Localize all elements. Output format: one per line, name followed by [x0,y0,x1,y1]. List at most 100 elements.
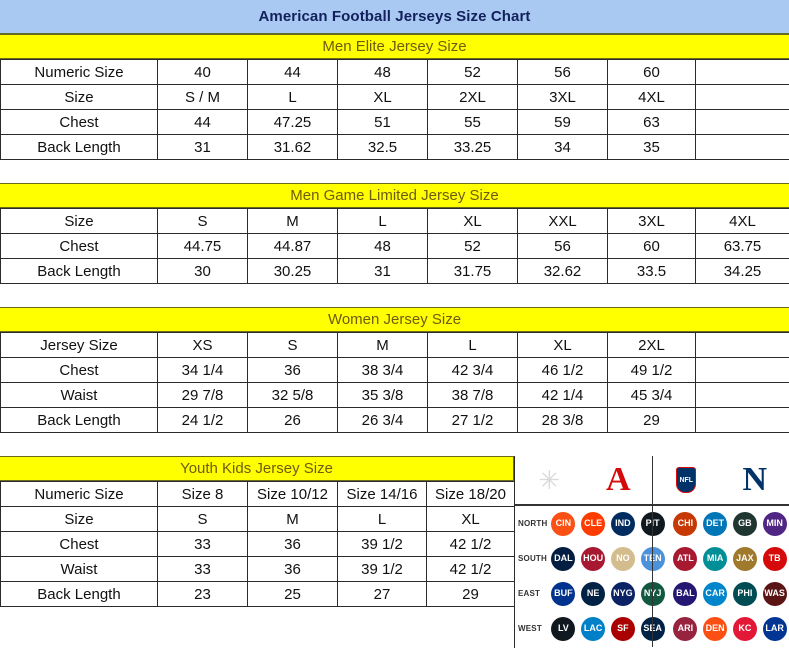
row-label: Jersey Size [0,332,158,358]
cell-value: 3XL [517,84,608,110]
team-logo-icon: MIN [762,511,787,536]
cell-value: 49 1/2 [607,357,696,383]
section-heading-men-elite: Men Elite Jersey Size [0,34,789,59]
row-label: Chest [0,233,158,259]
cell-value: 40 [157,59,248,85]
row-label: Back Length [0,134,158,160]
afc-logo-cell: A [584,463,653,497]
cell-value: 44 [157,109,248,135]
team-logo-icon: DEN [703,616,728,641]
cell-value: 32 5/8 [247,382,338,408]
cell-value: 26 3/4 [337,407,428,433]
cell-empty [695,407,789,433]
cell-value: 39 1/2 [337,531,427,557]
afc-team-logos: BUFNENYGNYJ [549,581,667,606]
table-row: Back Length 23 25 27 29 [0,581,515,607]
starburst-icon: ✳ [538,465,561,495]
nfl-shield-cell: NFL [652,467,721,493]
cell-value: XL [426,506,515,532]
cell-value: 63 [607,109,696,135]
cell-value: M [337,332,428,358]
table-row: Waist 33 36 39 1/2 42 1/2 [0,556,515,582]
cell-value: 3XL [607,208,696,234]
team-logo-icon: CHI [673,511,698,536]
cell-value: 24 1/2 [157,407,248,433]
conference-divider-lower [652,506,653,647]
division-row: WEST LVLACSFSEAARIDENKCLAR [515,611,789,646]
cell-value: 48 [337,233,428,259]
division-rows: NORTHCINCLEINDPITCHIDETGBMINSOUTHDALHOUN… [515,506,789,647]
team-logo-icon: LAR [762,616,787,641]
team-logo-icon: PHI [732,581,757,606]
team-logo-icon: MIA [703,546,728,571]
cell-value: 31 [337,258,428,284]
team-logo-icon: JAX [732,546,757,571]
cell-value: Size 8 [157,481,248,507]
nfl-shield-icon: NFL [676,467,697,493]
cell-value: 31.62 [247,134,338,160]
cell-value: 47.25 [247,109,338,135]
cell-value: 46 1/2 [517,357,608,383]
cell-value: 52 [427,59,518,85]
row-label: Chest [0,531,158,557]
cell-value: 42 1/2 [426,531,515,557]
cell-value: Size 18/20 [426,481,515,507]
table-row: Chest 33 36 39 1/2 42 1/2 [0,531,515,557]
cell-value: 60 [607,233,696,259]
cell-value: 56 [517,233,608,259]
starburst-cell: ✳ [515,467,584,493]
cell-value: 30.25 [247,258,338,284]
cell-empty [695,109,789,135]
team-logo-icon: SF [610,616,635,641]
cell-value: S [157,506,248,532]
table-row: Size S M L XL [0,506,515,532]
table-row: Chest 34 1/4 36 38 3/4 42 3/4 46 1/2 49 1/2 [0,357,789,383]
cell-value: 42 3/4 [427,357,518,383]
cell-value: L [337,506,427,532]
cell-value: M [247,506,338,532]
cell-empty [695,84,789,110]
team-logo-icon: LAC [581,616,606,641]
cell-value: 45 3/4 [607,382,696,408]
bottom-composite: Youth Kids Jersey Size Numeric Size Size 8… [0,456,789,648]
table-men-elite: Numeric Size 40 44 48 52 56 60 Size S / M L XL 2XL 3… [0,59,789,160]
cell-value: 36 [247,531,338,557]
team-logo-icon: NO [610,546,635,571]
cell-value: 29 [426,581,515,607]
table-row: Back Length 24 1/2 26 26 3/4 27 1/2 28 3/8 29 [0,407,789,433]
cell-value: 34 [517,134,608,160]
team-logo-icon: HOU [581,546,606,571]
cell-value: 27 1/2 [427,407,518,433]
cell-value: XXL [517,208,608,234]
cell-value: 2XL [607,332,696,358]
table-row: Size S / M L XL 2XL 3XL 4XL [0,84,789,110]
table-row: Jersey Size XS S M L XL 2XL [0,332,789,358]
team-logo-icon: NE [581,581,606,606]
cell-empty [695,357,789,383]
team-logo-icon: CAR [703,581,728,606]
cell-value: 32.62 [517,258,608,284]
cell-value: 33 [157,531,248,557]
cell-empty [695,382,789,408]
cell-value: 33.25 [427,134,518,160]
cell-value: 34.25 [695,258,789,284]
cell-value: 38 3/4 [337,357,428,383]
cell-empty [695,134,789,160]
cell-value: 59 [517,109,608,135]
team-logo-icon: DAL [551,546,576,571]
division-label: SOUTH [518,554,547,563]
cell-value: 32.5 [337,134,428,160]
table-women: Jersey Size XS S M L XL 2XL Chest 34 1/4 36 38 3/4… [0,332,789,433]
table-row: Numeric Size 40 44 48 52 56 60 [0,59,789,85]
cell-value: 27 [337,581,427,607]
cell-empty [695,59,789,85]
table-row: Back Length 31 31.62 32.5 33.25 34 35 [0,134,789,160]
cell-value: S [157,208,248,234]
cell-value: 2XL [427,84,518,110]
cell-value: 51 [337,109,428,135]
nfl-teams-panel: ✳ANFLNNORTHCINCLEINDPITCHIDETGBMINSOUTHD… [514,456,789,648]
row-label: Back Length [0,581,158,607]
cell-value: 33 [157,556,248,582]
cell-value: 42 1/4 [517,382,608,408]
nfc-logo-cell: N [721,463,789,497]
